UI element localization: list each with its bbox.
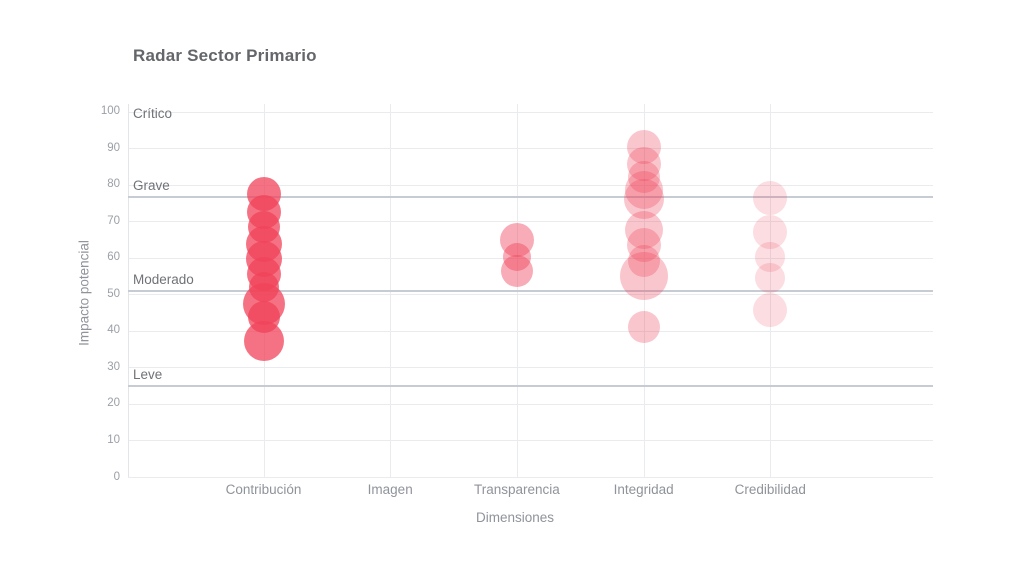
y-gridline [128,221,933,223]
y-tick-label: 10 [107,433,120,446]
y-tick-label: 90 [107,141,120,154]
data-point-bubble[interactable] [753,181,788,216]
y-tick-label: 80 [107,178,120,191]
data-point-bubble[interactable] [619,251,668,300]
data-point-bubble[interactable] [753,293,788,328]
data-point-bubble[interactable] [626,227,661,262]
y-tick-label: 100 [100,105,120,117]
data-point-bubble[interactable] [500,255,533,288]
data-point-bubble[interactable] [624,171,663,210]
y-tick-label: 20 [107,397,120,410]
data-point-bubble[interactable] [624,211,663,250]
y-tick-label: 60 [107,251,120,264]
data-point-bubble[interactable] [623,179,664,220]
data-point-bubble[interactable] [627,311,660,344]
y-gridline [128,367,933,369]
chart-title: Radar Sector Primario [133,46,317,65]
y-tick-label: 50 [107,287,120,300]
x-category-label: Credibilidad [734,482,806,497]
y-gridline [128,111,933,113]
y-tick-label: 40 [107,324,120,337]
threshold-label: Moderado [133,271,194,287]
y-tick-label: 70 [107,214,120,227]
y-gridline [128,403,933,405]
y-gridline [128,440,933,442]
data-point-bubble[interactable] [755,242,786,273]
y-gridline [128,184,933,186]
threshold-label: Grave [133,178,170,194]
data-point-bubble[interactable] [755,263,786,294]
y-gridline [128,477,933,478]
data-point-bubble[interactable] [502,243,531,272]
y-gridline [128,257,933,259]
y-gridline [128,148,933,150]
y-gridline [128,330,933,332]
data-point-bubble[interactable] [243,321,284,362]
data-point-bubble[interactable] [753,215,788,250]
threshold-label: Crítico [133,105,173,121]
data-point-bubble[interactable] [626,147,661,182]
threshold-line [128,196,933,199]
data-point-bubble[interactable] [627,245,660,278]
y-tick-label: 0 [113,470,120,483]
y-axis-title: Impacto potencial [76,240,92,346]
threshold-label: Leve [133,367,163,383]
data-point-bubble[interactable] [499,223,534,258]
y-gridline [128,294,933,296]
x-category-label: Transparencia [473,482,560,497]
x-axis-title: Dimensiones [475,510,555,525]
data-point-bubble[interactable] [626,130,661,165]
x-category-label: Integridad [613,482,674,497]
y-tick-label: 30 [107,360,120,373]
threshold-line [128,385,933,388]
x-category-label: Imagen [367,482,413,497]
x-category-label: Contribución [225,482,302,497]
data-point-bubble[interactable] [627,161,660,194]
threshold-line [128,289,933,292]
